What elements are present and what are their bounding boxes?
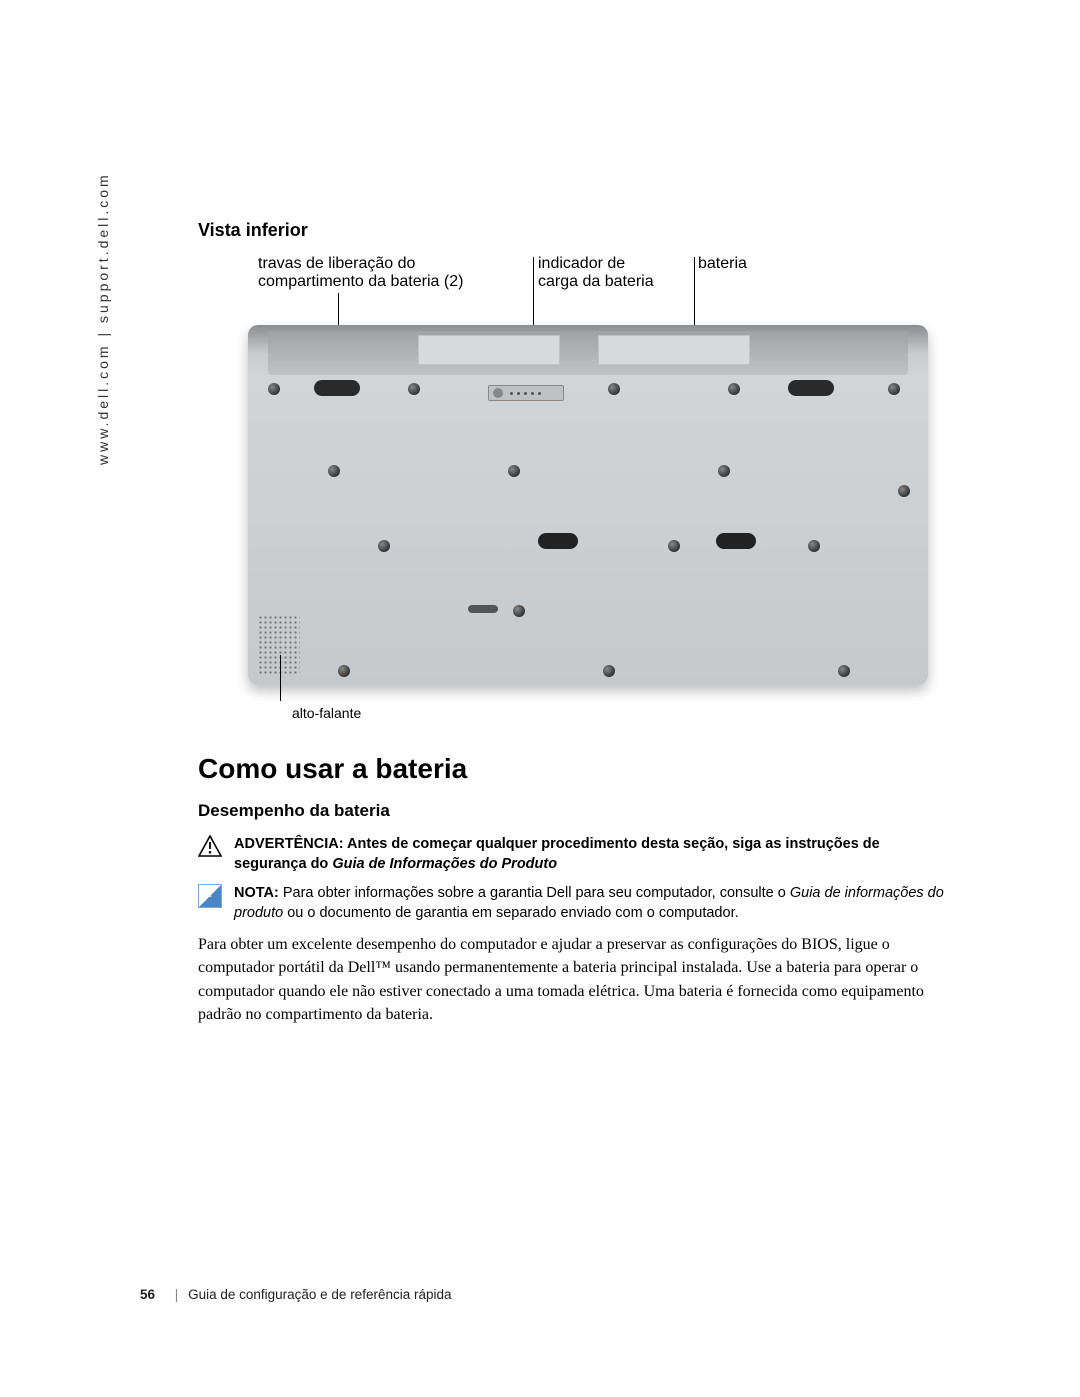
warning-italic: Guia de Informações do Produto xyxy=(332,856,557,872)
screw xyxy=(408,383,420,395)
label-indicador-line1: indicador de xyxy=(538,255,654,273)
page-number: 56 xyxy=(140,1287,155,1302)
label-travas: travas de liberação do compartimento da … xyxy=(258,255,463,291)
warning-triangle-icon xyxy=(198,835,222,857)
note-body-2: ou o documento de garantia em separado e… xyxy=(283,905,738,921)
warning-text: ADVERTÊNCIA: Antes de começar qualquer p… xyxy=(234,835,948,874)
screw xyxy=(508,465,520,477)
battery-compartment xyxy=(268,331,908,375)
note-block: NOTA: Para obter informações sobre a gar… xyxy=(198,884,948,923)
heading-como-usar-bateria: Como usar a bateria xyxy=(198,753,948,785)
battery-latch-left xyxy=(314,380,360,396)
note-text: NOTA: Para obter informações sobre a gar… xyxy=(234,884,948,923)
warning-label: ADVERTÊNCIA: xyxy=(234,836,344,852)
note-label: NOTA: xyxy=(234,885,279,901)
slot xyxy=(468,605,498,613)
body-paragraph: Para obter um excelente desempenho do co… xyxy=(198,933,948,1026)
regulatory-label-2 xyxy=(598,335,750,365)
label-alto-falante: alto-falante xyxy=(292,705,361,721)
page-footer: 56 | Guia de configuração e de referênci… xyxy=(140,1287,452,1302)
screw xyxy=(608,383,620,395)
screw xyxy=(513,605,525,617)
heading-desempenho-bateria: Desempenho da bateria xyxy=(198,801,948,821)
leadline-speaker xyxy=(280,655,281,701)
laptop-bottom-image xyxy=(248,325,928,685)
note-pencil-icon xyxy=(198,884,222,908)
rubber-foot xyxy=(538,533,578,549)
warning-block: ADVERTÊNCIA: Antes de começar qualquer p… xyxy=(198,835,948,874)
screw xyxy=(668,540,680,552)
footer-guide-title: Guia de configuração e de referência ráp… xyxy=(188,1287,451,1302)
heading-vista-inferior: Vista inferior xyxy=(198,220,948,241)
label-indicador: indicador de carga da bateria xyxy=(538,255,654,291)
label-bateria: bateria xyxy=(698,255,747,273)
regulatory-label-1 xyxy=(418,335,560,365)
bottom-view-diagram: travas de liberação do compartimento da … xyxy=(248,255,948,725)
screw xyxy=(898,485,910,497)
footer-separator: | xyxy=(175,1287,179,1302)
rubber-foot xyxy=(716,533,756,549)
label-travas-line1: travas de liberação do xyxy=(258,255,463,273)
battery-charge-indicator xyxy=(488,385,564,401)
screw xyxy=(603,665,615,677)
speaker-grille xyxy=(258,615,300,675)
screw xyxy=(328,465,340,477)
screw xyxy=(838,665,850,677)
battery-latch-right xyxy=(788,380,834,396)
screw xyxy=(268,383,280,395)
screw xyxy=(718,465,730,477)
screw xyxy=(378,540,390,552)
sidebar-url: www.dell.com | support.dell.com xyxy=(95,172,111,465)
screw xyxy=(728,383,740,395)
screw xyxy=(888,383,900,395)
label-travas-line2: compartimento da bateria (2) xyxy=(258,273,463,291)
note-body-1: Para obter informações sobre a garantia … xyxy=(279,885,790,901)
screw xyxy=(808,540,820,552)
screw xyxy=(338,665,350,677)
label-indicador-line2: carga da bateria xyxy=(538,273,654,291)
